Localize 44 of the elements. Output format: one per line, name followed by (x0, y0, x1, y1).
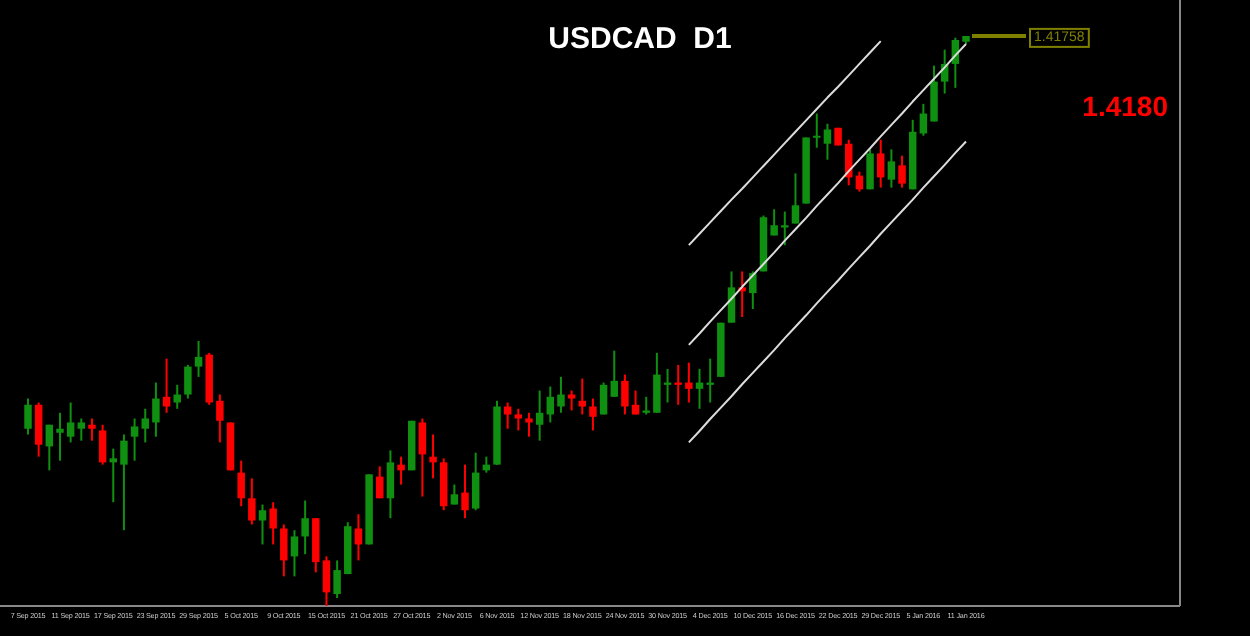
candlestick (24, 397, 32, 436)
candlestick (77, 417, 86, 442)
candlestick (439, 457, 448, 512)
candlestick (386, 449, 395, 520)
candlestick (173, 383, 181, 410)
candlestick (589, 397, 597, 432)
candlestick (535, 389, 544, 442)
candlestick (194, 339, 203, 378)
candlestick (429, 433, 437, 480)
candlestick (887, 148, 896, 189)
candlestick (376, 465, 384, 500)
candlestick (290, 529, 299, 578)
candlestick (269, 501, 277, 546)
candlestick (226, 421, 235, 472)
candlestick (237, 459, 245, 508)
candlestick (248, 477, 256, 526)
candlestick (98, 423, 107, 466)
candlestick (418, 417, 427, 498)
candlestick (599, 381, 608, 416)
candlestick (397, 455, 405, 486)
candlestick (461, 463, 469, 520)
candlestick (866, 148, 874, 191)
candlestick (525, 411, 533, 438)
candlestick (280, 523, 288, 578)
candlestick (514, 407, 523, 432)
candlestick (162, 357, 171, 414)
candlestick (34, 401, 43, 458)
candlestick (354, 513, 363, 562)
candlestick (301, 499, 309, 556)
text: 1.4180 (1082, 90, 1169, 122)
candlestick (610, 349, 618, 398)
candlestick (791, 172, 800, 225)
candlestick (184, 363, 192, 400)
candlestick (130, 417, 139, 462)
candlestick (88, 417, 96, 442)
candlestick (450, 483, 459, 506)
candlestick (258, 503, 267, 546)
candlestick (749, 270, 757, 311)
candlestick (898, 154, 906, 189)
candlestick (567, 389, 576, 412)
chart-title: USDCAD D1 (548, 22, 732, 56)
candlestick (471, 451, 480, 512)
candlestick (578, 377, 586, 416)
candlestick (877, 138, 885, 189)
